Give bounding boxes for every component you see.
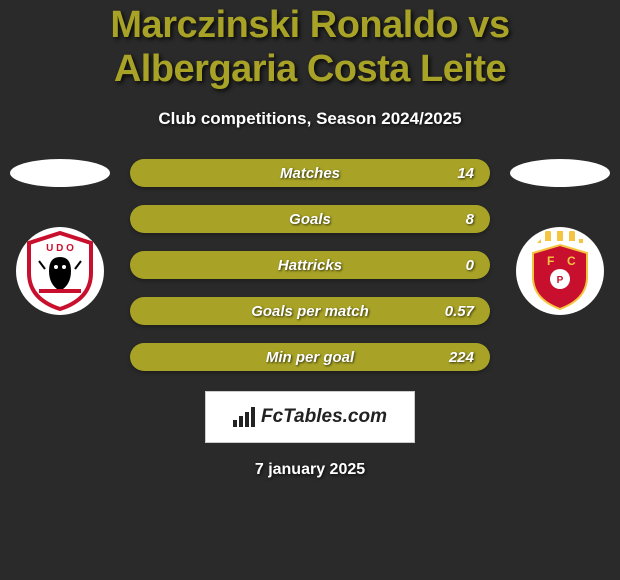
- stat-row-mpg: Min per goal 224: [128, 343, 492, 371]
- stat-value: 14: [457, 165, 474, 182]
- stat-row-goals: Goals 8: [128, 205, 492, 233]
- stat-row-matches: Matches 14: [128, 159, 492, 187]
- left-column: U D O: [10, 159, 110, 315]
- stat-bar: Goals per match 0.57: [130, 297, 490, 325]
- left-crest-svg: U D O: [25, 231, 95, 311]
- right-oval-placeholder: [510, 159, 610, 187]
- left-club-crest: U D O: [16, 227, 104, 315]
- main-area: U D O Matches 14 Goals 8: [0, 159, 620, 371]
- logo-text: FcTables.com: [261, 406, 387, 428]
- stat-row-hattricks: Hattricks 0: [128, 251, 492, 279]
- right-crest-svg: F C P: [525, 231, 595, 311]
- svg-text:U D O: U D O: [46, 243, 74, 254]
- stat-label: Matches: [280, 165, 340, 182]
- right-club-crest: F C P: [516, 227, 604, 315]
- stat-label: Min per goal: [266, 349, 354, 366]
- stat-label: Goals per match: [251, 303, 369, 320]
- stat-value: 8: [466, 211, 474, 228]
- subtitle: Club competitions, Season 2024/2025: [0, 109, 620, 129]
- right-column: F C P: [510, 159, 610, 315]
- stat-value: 224: [449, 349, 474, 366]
- stat-value: 0.57: [445, 303, 474, 320]
- comparison-card: Marczinski Ronaldo vs Albergaria Costa L…: [0, 0, 620, 479]
- stat-bar: Min per goal 224: [130, 343, 490, 371]
- svg-text:F: F: [547, 254, 554, 268]
- fctables-logo[interactable]: FcTables.com: [205, 391, 415, 443]
- stat-value: 0: [466, 257, 474, 274]
- stat-bar: Matches 14: [130, 159, 490, 187]
- stats-bars: Matches 14 Goals 8 Hattricks 0 Goals per…: [110, 159, 510, 371]
- stat-bar: Goals 8: [130, 205, 490, 233]
- bar-chart-icon: [233, 407, 255, 427]
- stat-bar: Hattricks 0: [130, 251, 490, 279]
- stat-row-gpm: Goals per match 0.57: [128, 297, 492, 325]
- main-title: Marczinski Ronaldo vs Albergaria Costa L…: [0, 0, 620, 91]
- left-oval-placeholder: [10, 159, 110, 187]
- svg-text:C: C: [567, 254, 576, 268]
- stat-label: Goals: [289, 211, 331, 228]
- stat-label: Hattricks: [278, 257, 342, 274]
- svg-text:P: P: [557, 275, 564, 286]
- date-label: 7 january 2025: [0, 461, 620, 479]
